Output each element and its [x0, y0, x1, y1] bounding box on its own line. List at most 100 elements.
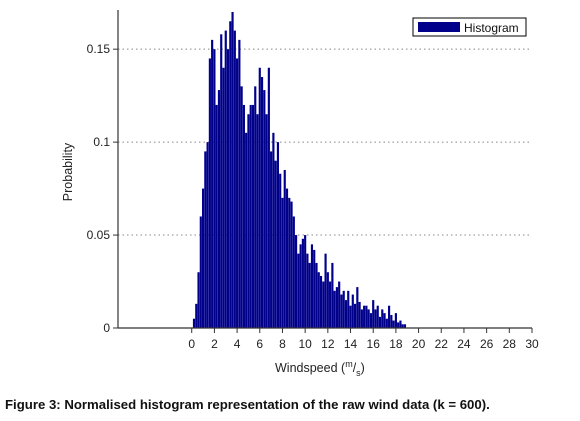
histogram-bar [295, 235, 298, 328]
histogram-bar [297, 253, 300, 328]
histogram-bar [340, 294, 343, 328]
histogram-bar [208, 58, 211, 328]
histogram-bar [238, 39, 241, 328]
histogram-bar [358, 301, 361, 328]
legend-swatch [418, 22, 460, 32]
histogram-bar [319, 275, 323, 328]
x-tick-label: 6 [256, 337, 263, 351]
histogram-bar [245, 132, 248, 328]
histogram-bar [224, 30, 227, 329]
histogram-bar [333, 290, 336, 328]
x-tick-label: 18 [389, 337, 403, 351]
histogram-bar [388, 305, 391, 328]
histogram-bar [220, 34, 223, 329]
histogram-bar [315, 262, 318, 328]
histogram-bar [299, 244, 302, 328]
histogram-bar [331, 262, 334, 328]
histogram-bar [349, 305, 352, 328]
histogram-bar [383, 313, 386, 328]
histogram-bar [342, 290, 345, 328]
x-axis-title: Windspeed (m/s) [275, 359, 365, 378]
histogram-bar [242, 104, 245, 328]
histogram-bar [267, 67, 270, 328]
x-tick-label: 20 [412, 337, 426, 351]
histogram-bar [279, 173, 282, 328]
histogram-bar [251, 104, 255, 328]
histogram-bar [369, 313, 373, 328]
histogram-bar [374, 309, 377, 328]
histogram-bar [372, 300, 375, 328]
legend: Histogram [412, 17, 527, 37]
histogram-bar [394, 313, 397, 328]
histogram-bar [281, 197, 284, 328]
histogram-bar [288, 197, 291, 328]
histogram-bar [263, 90, 266, 328]
x-tick-label: 22 [435, 337, 449, 351]
histogram-bar [392, 320, 395, 328]
histogram-bar [403, 324, 407, 328]
histogram-bar [231, 12, 234, 328]
histogram-bar [344, 300, 348, 328]
histogram-bar [211, 39, 214, 328]
x-tick-label: 10 [298, 337, 312, 351]
histogram-bar [390, 314, 393, 328]
histogram-bar [401, 324, 404, 328]
histogram-bar [363, 305, 366, 328]
x-axis-title-slash: / [353, 361, 357, 375]
histogram-bar [292, 216, 295, 328]
x-tick-label: 30 [525, 337, 539, 351]
x-axis-title-prefix: Windspeed ( [275, 361, 346, 375]
histogram-bar [360, 309, 363, 328]
histogram-bar [254, 86, 257, 328]
histogram-bar [381, 309, 384, 328]
histogram-bar [304, 235, 307, 328]
y-axis-ticks: 0 0.05 0.1 0.15 [87, 42, 118, 335]
histogram-bar [201, 188, 205, 328]
histogram-bar [204, 151, 207, 328]
grid-lines [118, 48, 532, 236]
histogram-bar [236, 58, 239, 328]
histogram-bar [197, 272, 200, 328]
x-tick-label: 28 [503, 337, 517, 351]
histogram-bar [338, 281, 341, 328]
histogram-bar [317, 272, 320, 328]
x-tick-label: 24 [457, 337, 471, 351]
histogram-bar [229, 21, 232, 328]
histogram-bars [192, 12, 407, 329]
histogram-bar [376, 305, 379, 328]
histogram-bar [308, 262, 311, 328]
y-tick-label: 0.1 [93, 135, 110, 149]
legend-label-histogram: Histogram [464, 21, 519, 35]
x-tick-label: 4 [234, 337, 241, 351]
histogram-bar [233, 30, 236, 329]
histogram-bar [206, 142, 209, 328]
histogram-bar [260, 77, 264, 328]
histogram-bar [258, 67, 261, 328]
histogram-bar [274, 160, 277, 328]
histogram-bar [285, 188, 289, 328]
histogram-bar [353, 303, 357, 328]
x-tick-label: 14 [344, 337, 358, 351]
histogram-bar [310, 244, 314, 328]
y-tick-label: 0 [103, 321, 110, 335]
histogram-bar [385, 318, 388, 328]
figure-caption: Figure 3: Normalised histogram represent… [5, 397, 490, 412]
histogram-bar [217, 90, 221, 328]
axes [117, 10, 532, 329]
y-tick-label: 0.15 [87, 42, 111, 56]
histogram-bar [270, 151, 273, 328]
histogram-bar [367, 309, 370, 328]
histogram-bar [335, 287, 338, 328]
histogram-bar [397, 322, 400, 328]
histogram-bar [272, 132, 275, 328]
histogram-bar [256, 114, 259, 329]
histogram-bar [290, 201, 293, 328]
histogram-bar [356, 287, 359, 328]
histogram-bar [313, 249, 316, 328]
x-tick-label: 26 [480, 337, 494, 351]
histogram-bar [276, 142, 280, 328]
histogram-bar [247, 114, 250, 329]
x-tick-label: 8 [279, 337, 286, 351]
x-axis-title-numerator: m [345, 359, 353, 369]
